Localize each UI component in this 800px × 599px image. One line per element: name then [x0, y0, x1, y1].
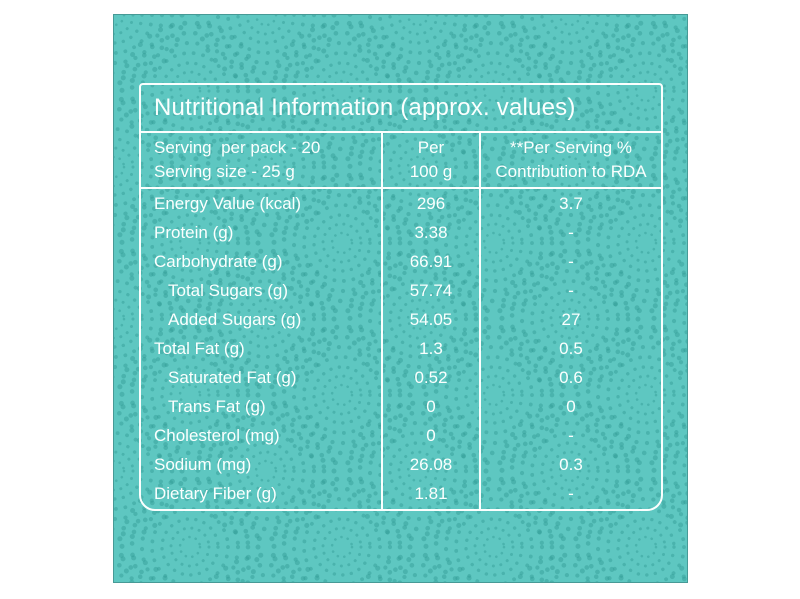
header-serving-info: Serving per pack - 20 Serving size - 25 … [141, 133, 381, 189]
row-dietary-fiber-label: Dietary Fiber (g) [154, 484, 277, 504]
row-total-fat-per100: 1.3 [381, 334, 479, 364]
row-energy-rda: 3.7 [479, 189, 661, 219]
row-trans-fat-label: Trans Fat (g) [168, 397, 266, 417]
row-dietary-fiber-rda: - [479, 479, 661, 509]
row-energy-label: Energy Value (kcal) [154, 193, 302, 213]
row-total-fat-rda: 0.5 [479, 334, 661, 364]
header-rda-percent: **Per Serving % Contribution to RDA [479, 133, 661, 189]
row-cholesterol-rda: - [479, 421, 661, 451]
row-cholesterol-label: Cholesterol (mg) [154, 426, 280, 446]
row-total-sugars-per100: 57.74 [381, 276, 479, 306]
row-carbohydrate-label: Carbohydrate (g) [154, 251, 283, 271]
row-trans-fat-per100: 0 [381, 392, 479, 422]
row-trans-fat-rda: 0 [479, 392, 661, 422]
nutrition-table-grid: Serving per pack - 20 Serving size - 25 … [141, 133, 661, 509]
row-energy-per100: 296 [381, 189, 479, 219]
row-carbohydrate-per100: 66.91 [381, 247, 479, 277]
row-dietary-fiber-per100: 1.81 [381, 479, 479, 509]
row-added-sugars-rda: 27 [479, 305, 661, 335]
row-added-sugars-label: Added Sugars (g) [168, 309, 302, 329]
row-protein-per100: 3.38 [381, 218, 479, 248]
row-cholesterol-per100: 0 [381, 421, 479, 451]
row-sodium-per100: 26.08 [381, 450, 479, 480]
row-sodium-rda: 0.3 [479, 450, 661, 480]
row-sodium-label: Sodium (mg) [154, 455, 252, 475]
row-added-sugars-per100: 54.05 [381, 305, 479, 335]
nutrition-table-title: Nutritional Information (approx. values) [141, 85, 661, 133]
row-saturated-fat-rda: 0.6 [479, 363, 661, 393]
row-carbohydrate-rda: - [479, 247, 661, 277]
row-saturated-fat-label: Saturated Fat (g) [168, 368, 297, 388]
row-total-sugars-rda: - [479, 276, 661, 306]
nutrition-table: Nutritional Information (approx. values)… [139, 83, 663, 511]
product-label-card: Nutritional Information (approx. values)… [113, 14, 688, 583]
header-per-100g: Per 100 g [381, 133, 479, 189]
decorative-dot-medallion-pattern [114, 15, 687, 582]
row-protein-label: Protein (g) [154, 222, 234, 242]
row-saturated-fat-per100: 0.52 [381, 363, 479, 393]
row-protein-rda: - [479, 218, 661, 248]
row-total-fat-label: Total Fat (g) [154, 338, 245, 358]
row-total-sugars-label: Total Sugars (g) [168, 280, 288, 300]
